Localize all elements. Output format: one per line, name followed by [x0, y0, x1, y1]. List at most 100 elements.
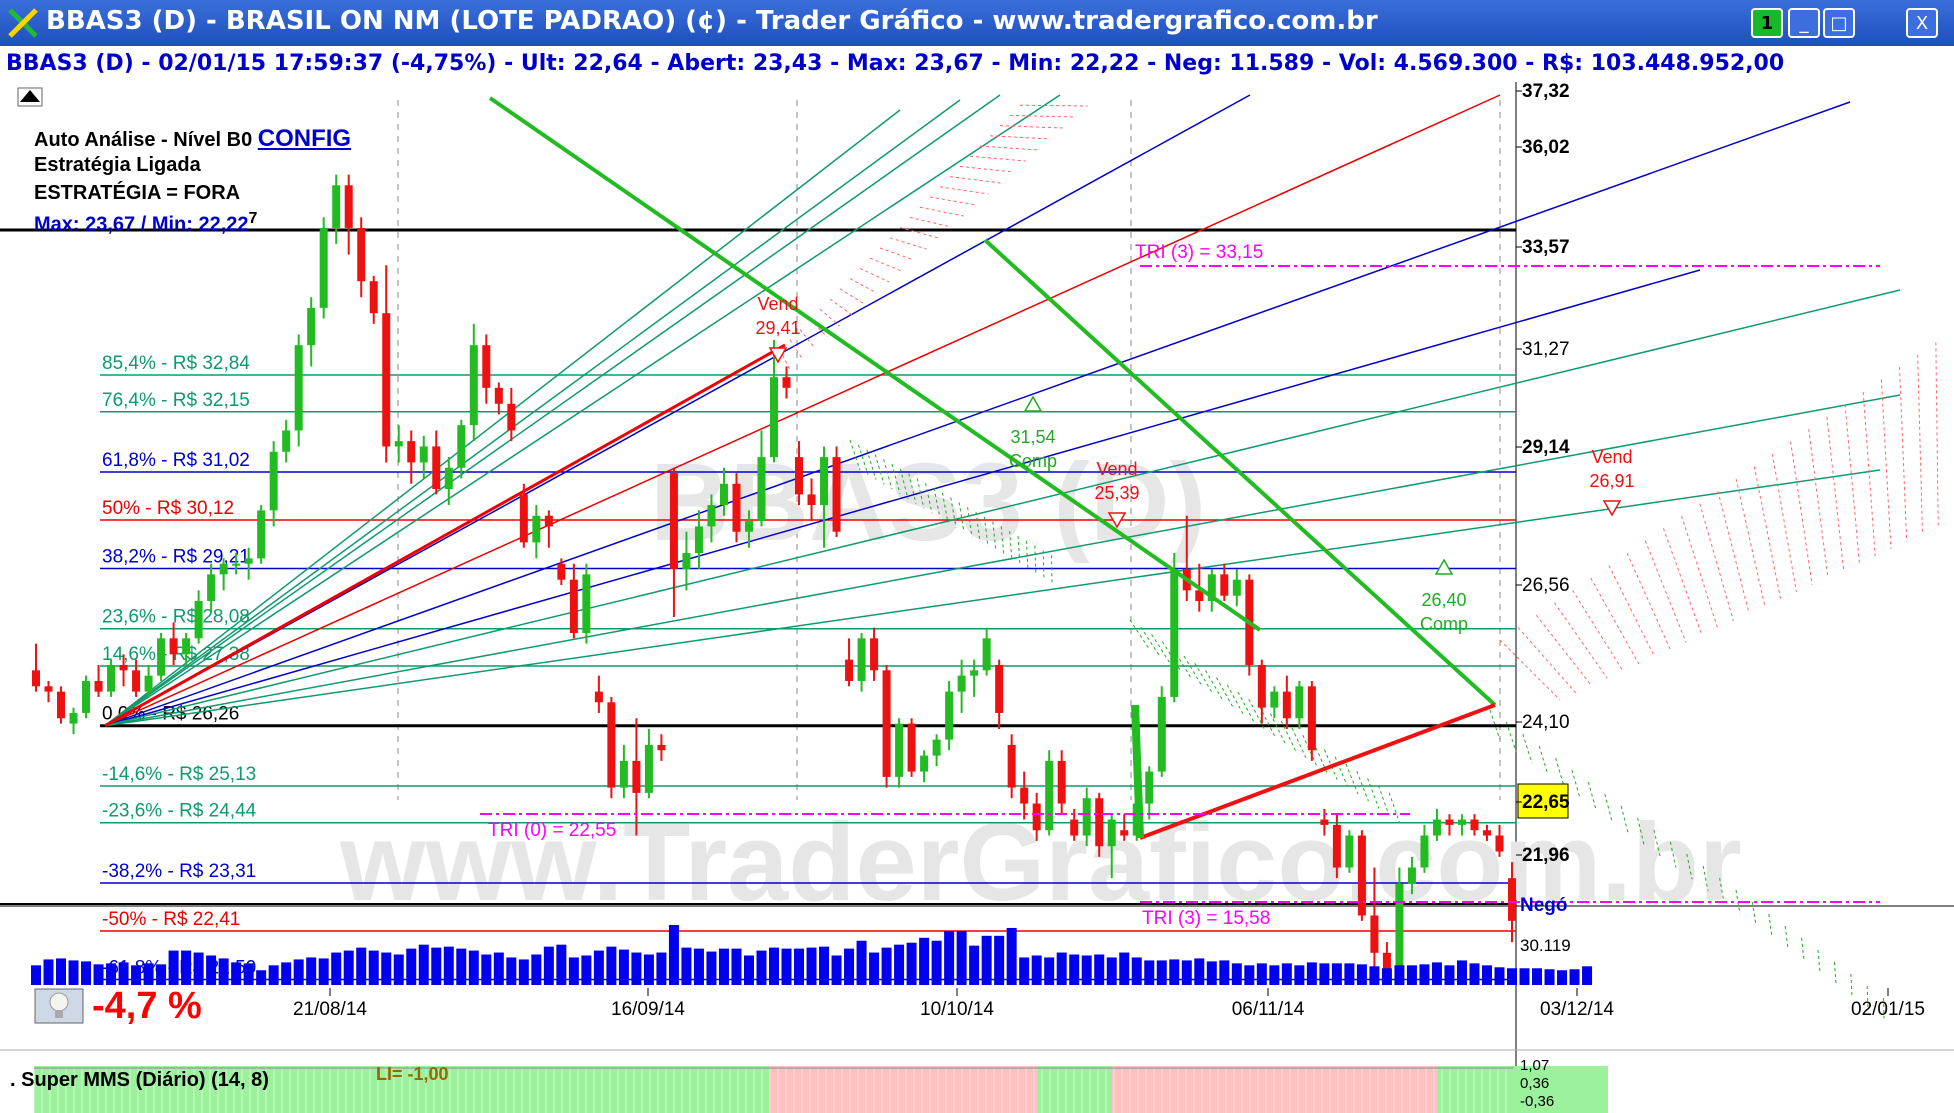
config-link[interactable]: CONFIG [257, 125, 352, 152]
window-count-badge[interactable]: 1 [1751, 8, 1783, 38]
indicator-tick-label: 1,07 [1520, 1057, 1549, 1074]
volume-bar [618, 949, 629, 985]
fan-line [104, 94, 1251, 727]
sell-signal-2: Vend 25,39 [1094, 459, 1140, 529]
candle [1482, 824, 1491, 841]
fib-level-label: 38,2% - R$ 29,21 [102, 547, 250, 568]
candle [107, 659, 116, 697]
close-button[interactable]: X [1906, 8, 1938, 38]
red-hatch-zone-2 [1499, 342, 1939, 701]
volume-bar [1419, 964, 1430, 985]
indicator-li-label: LI= -1,00 [376, 1064, 449, 1084]
volume-bar [443, 946, 454, 985]
candle [444, 457, 453, 506]
candle [244, 547, 253, 580]
candle [1270, 686, 1279, 719]
svg-text:29,41: 29,41 [755, 318, 800, 338]
candle [1220, 563, 1229, 602]
maximize-button[interactable]: □ [1823, 8, 1855, 38]
candle [1020, 771, 1029, 820]
lamp-icon[interactable] [34, 988, 84, 1024]
volume-bar [1469, 963, 1480, 985]
volume-bar [356, 947, 367, 985]
volume-bar [1294, 965, 1305, 985]
volume-bar [368, 950, 379, 985]
volume-bar [256, 970, 267, 985]
volume-bar [68, 960, 79, 985]
volume-bar [193, 952, 204, 985]
fib-level-label: -23,6% - R$ 24,44 [102, 801, 257, 822]
volume-bar [869, 952, 880, 985]
indicator-tick-label: -0,36 [1520, 1093, 1554, 1110]
uptrend-line [1139, 703, 1496, 840]
volume-bar [1281, 963, 1292, 985]
candle [1432, 808, 1441, 841]
volume-bar [1081, 955, 1092, 985]
candle [1070, 808, 1079, 841]
candle [119, 654, 128, 687]
candle [957, 659, 966, 713]
volume-bar [418, 944, 429, 985]
volume-bar [581, 955, 592, 985]
tri-leg [1131, 704, 1144, 839]
volume-bar [831, 955, 842, 985]
price-chart[interactable]: BBAS3 (D)www.TraderGrafico.com.br 85,4% … [0, 82, 1954, 1113]
candle [895, 718, 904, 788]
volume-bar [1194, 958, 1205, 985]
volume-bar [1444, 965, 1455, 985]
candle [382, 265, 391, 463]
buy-signal-1: 31,54 Comp [1009, 395, 1057, 471]
candle [469, 323, 478, 442]
candle [569, 563, 578, 639]
fibonacci-fan-lines [104, 94, 1939, 1019]
price-tick-label: 33,57 [1522, 237, 1570, 258]
fan-line [104, 99, 961, 727]
volume-bar [969, 945, 980, 985]
volume-bar [769, 947, 779, 985]
candle [1332, 814, 1341, 879]
indicator-panel: . Super MMS (Diário) (14, 8) LI= -1,00 1,0… [10, 1057, 1608, 1113]
volume-bar [919, 937, 930, 985]
fib-level-label: 61,8% - R$ 31,02 [102, 450, 250, 471]
minimize-button[interactable]: _ [1788, 8, 1820, 38]
red-hatch-zone-1 [779, 104, 1088, 371]
volume-bar [293, 959, 304, 985]
candle [407, 430, 416, 484]
candle [1032, 792, 1041, 841]
candle [632, 718, 641, 836]
volume-bar [1569, 969, 1580, 985]
volume-bar [1169, 959, 1180, 985]
volume-bar [106, 963, 117, 985]
date-axis: 21/08/14 16/09/14 10/10/14 06/11/14 03/12/14… [293, 988, 1925, 1020]
volume-bar [693, 948, 704, 985]
buy-arrow-icon [1023, 395, 1043, 412]
collapse-arrow-icon [20, 90, 40, 102]
window-title: BBAS3 (D) - BRASIL ON NM (LOTE PADRAO) (… [46, 6, 1378, 36]
candle [132, 659, 141, 697]
candle [232, 553, 241, 575]
volume-bar [456, 948, 467, 985]
volume-bar [143, 963, 154, 985]
date-tick-label: 03/12/14 [1540, 999, 1614, 1020]
candlesticks [32, 174, 1516, 985]
candle [607, 696, 616, 799]
candle [795, 441, 804, 506]
candle [1045, 750, 1054, 836]
max-min-label: Max: 23,67 / Min: 22,227 [34, 210, 257, 237]
volume-bar [819, 946, 830, 985]
fan-line [104, 269, 1701, 727]
volume-bar [1481, 965, 1492, 985]
candle [1420, 824, 1429, 873]
price-tick-label: 21,96 [1522, 845, 1570, 866]
volume-bar [156, 964, 167, 985]
candle [1470, 814, 1479, 836]
sell-signal-1: Vend 29,41 [755, 294, 801, 364]
volume-bar [1069, 954, 1080, 985]
candle [707, 494, 716, 543]
volume-bar [631, 952, 642, 985]
volume-bar [1094, 954, 1105, 985]
svg-text:25,39: 25,39 [1094, 483, 1139, 503]
candle [1370, 867, 1379, 975]
candle [482, 334, 491, 404]
candle [294, 334, 303, 447]
